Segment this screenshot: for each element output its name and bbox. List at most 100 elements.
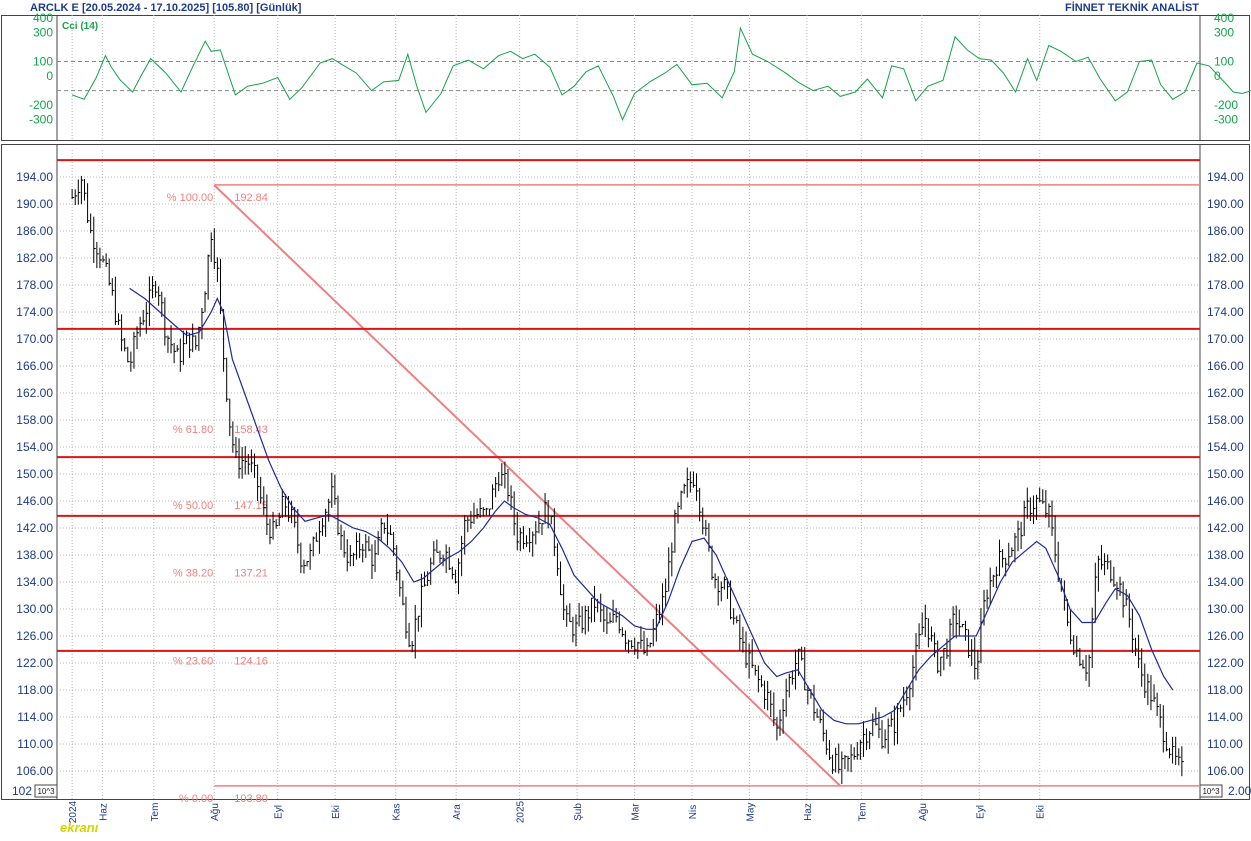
price-y-tick-label-left: 186.00 xyxy=(16,224,53,238)
price-y-tick-label-right: 170.00 xyxy=(1207,332,1244,346)
x-tick-label: Eki xyxy=(331,805,342,819)
cci-y-tick-label-left: 400 xyxy=(33,11,53,25)
cci-y-tick-label-left: -300 xyxy=(29,113,53,127)
cci-y-tick-label-right: -200 xyxy=(1214,98,1238,112)
price-y-tick-label-left: 158.00 xyxy=(16,413,53,427)
x-tick-label: 2024 xyxy=(68,800,79,823)
fibonacci-level-percent: % 23.60 xyxy=(173,655,213,667)
price-y-tick-label-left: 134.00 xyxy=(16,575,53,589)
price-bottom-label-right: 2.00 xyxy=(1228,784,1251,798)
fibonacci-level-percent: % 38.20 xyxy=(173,567,213,579)
cci-y-tick-label-right: -300 xyxy=(1214,113,1238,127)
price-y-tick-label-right: 190.00 xyxy=(1207,197,1244,211)
cci-y-tick-label-left: 0 xyxy=(46,69,53,83)
x-tick-label: Ağu xyxy=(210,803,221,821)
price-y-tick-label-right: 142.00 xyxy=(1207,521,1244,535)
fibonacci-level-value: 103.80 xyxy=(234,793,268,805)
axis-badge-right-box xyxy=(1199,784,1223,798)
price-y-tick-label-right: 126.00 xyxy=(1207,629,1244,643)
price-y-tick-label-left: 162.00 xyxy=(16,386,53,400)
price-y-tick-label-left: 142.00 xyxy=(16,521,53,535)
x-tick-label: Nis xyxy=(688,805,699,819)
x-tick-label: Haz xyxy=(803,803,814,821)
price-y-tick-label-right: 130.00 xyxy=(1207,602,1244,616)
price-y-tick-label-right: 186.00 xyxy=(1207,224,1244,238)
price-y-tick-label-right: 106.00 xyxy=(1207,764,1244,778)
x-tick-label: Tem xyxy=(857,803,868,822)
price-y-tick-label-left: 182.00 xyxy=(16,251,53,265)
moving-average-line xyxy=(129,287,1174,725)
x-tick-label: 2025 xyxy=(516,800,527,823)
axis-badge-left-box xyxy=(34,784,58,798)
price-y-tick-label-left: 118.00 xyxy=(17,683,53,697)
fibonacci-level-value: 158.43 xyxy=(234,424,268,436)
price-y-tick-label-right: 110.00 xyxy=(1207,737,1243,751)
price-y-tick-label-right: 174.00 xyxy=(1207,305,1244,319)
price-y-tick-label-left: 110.00 xyxy=(17,737,53,751)
cci-indicator-label: Cci (14) xyxy=(62,21,99,32)
fibonacci-level-percent: % 100.00 xyxy=(167,192,213,204)
cci-series-line xyxy=(71,26,1251,121)
fibonacci-level-value: 137.21 xyxy=(234,567,268,579)
fibonacci-level-value: 147.15 xyxy=(234,500,268,512)
price-y-tick-label-right: 178.00 xyxy=(1207,278,1244,292)
price-y-tick-label-left: 170.00 xyxy=(16,332,53,346)
chart-title: ARCLK E [20.05.2024 - 17.10.2025] [105.8… xyxy=(30,2,302,14)
price-y-tick-label-left: 166.00 xyxy=(16,359,53,373)
cci-y-tick-label-right: 100 xyxy=(1214,55,1234,69)
fibonacci-level-percent: % 61.80 xyxy=(173,424,213,436)
price-y-tick-label-left: 126.00 xyxy=(16,629,53,643)
price-y-tick-label-right: 166.00 xyxy=(1207,359,1244,373)
x-tick-label: Eyl xyxy=(975,805,986,819)
price-y-tick-label-left: 178.00 xyxy=(16,278,53,292)
x-tick-label: Ağu xyxy=(918,803,929,821)
price-y-tick-label-left: 106.00 xyxy=(16,764,53,778)
brand-label: FİNNET TEKNİK ANALİST xyxy=(1064,2,1199,14)
fibonacci-level-percent: % 0.00 xyxy=(179,793,213,805)
x-tick-label: Ara xyxy=(452,804,463,820)
fibonacci-level-percent: % 50.00 xyxy=(173,500,213,512)
price-y-tick-label-right: 118.00 xyxy=(1207,683,1243,697)
x-tick-label: May xyxy=(745,803,756,822)
x-tick-label: Tem xyxy=(150,803,161,822)
cci-y-tick-label-left: -200 xyxy=(29,98,53,112)
x-tick-label: Haz xyxy=(98,803,109,821)
x-tick-label: Eyl xyxy=(274,805,285,819)
price-y-tick-label-left: 114.00 xyxy=(17,710,53,724)
x-tick-label: Eki xyxy=(1036,805,1047,819)
price-y-tick-label-right: 194.00 xyxy=(1207,170,1244,184)
cci-y-tick-label-left: 100 xyxy=(33,55,53,69)
cci-y-tick-label-right: 400 xyxy=(1214,11,1234,25)
cci-y-tick-label-right: 0 xyxy=(1214,69,1221,83)
x-tick-label: Şub xyxy=(573,803,584,821)
price-y-tick-label-right: 138.00 xyxy=(1207,548,1244,562)
price-bar-group xyxy=(71,175,1184,784)
cci-y-tick-label-left: 300 xyxy=(33,25,53,39)
price-y-tick-label-left: 122.00 xyxy=(16,656,53,670)
price-y-tick-label-right: 134.00 xyxy=(1207,575,1244,589)
price-y-tick-label-right: 158.00 xyxy=(1207,413,1244,427)
axis-badge-right: 10^3 xyxy=(1202,787,1220,796)
price-y-tick-label-left: 150.00 xyxy=(16,467,53,481)
price-y-tick-label-right: 162.00 xyxy=(1207,386,1244,400)
price-y-tick-label-left: 146.00 xyxy=(16,494,53,508)
price-y-tick-label-left: 194.00 xyxy=(16,170,53,184)
price-y-tick-label-right: 122.00 xyxy=(1207,656,1244,670)
fibonacci-trendline xyxy=(213,184,841,787)
price-y-tick-label-left: 174.00 xyxy=(16,305,53,319)
price-y-tick-label-right: 114.00 xyxy=(1207,710,1243,724)
x-tick-label: Mar xyxy=(631,803,642,821)
fibonacci-level-value: 124.16 xyxy=(234,655,268,667)
fibonacci-level-value: 192.84 xyxy=(234,192,268,204)
ekrani-logo: ekranı xyxy=(60,820,99,835)
price-y-tick-label-left: 190.00 xyxy=(16,197,53,211)
cci-panel-frame xyxy=(1,15,1250,141)
price-y-tick-label-left: 130.00 xyxy=(16,602,53,616)
price-y-tick-label-left: 138.00 xyxy=(16,548,53,562)
price-panel-frame xyxy=(1,144,1250,800)
price-y-tick-label-right: 182.00 xyxy=(1207,251,1244,265)
price-y-tick-label-left: 154.00 xyxy=(16,440,53,454)
axis-badge-left: 10^3 xyxy=(37,787,55,796)
price-y-tick-label-right: 146.00 xyxy=(1207,494,1244,508)
